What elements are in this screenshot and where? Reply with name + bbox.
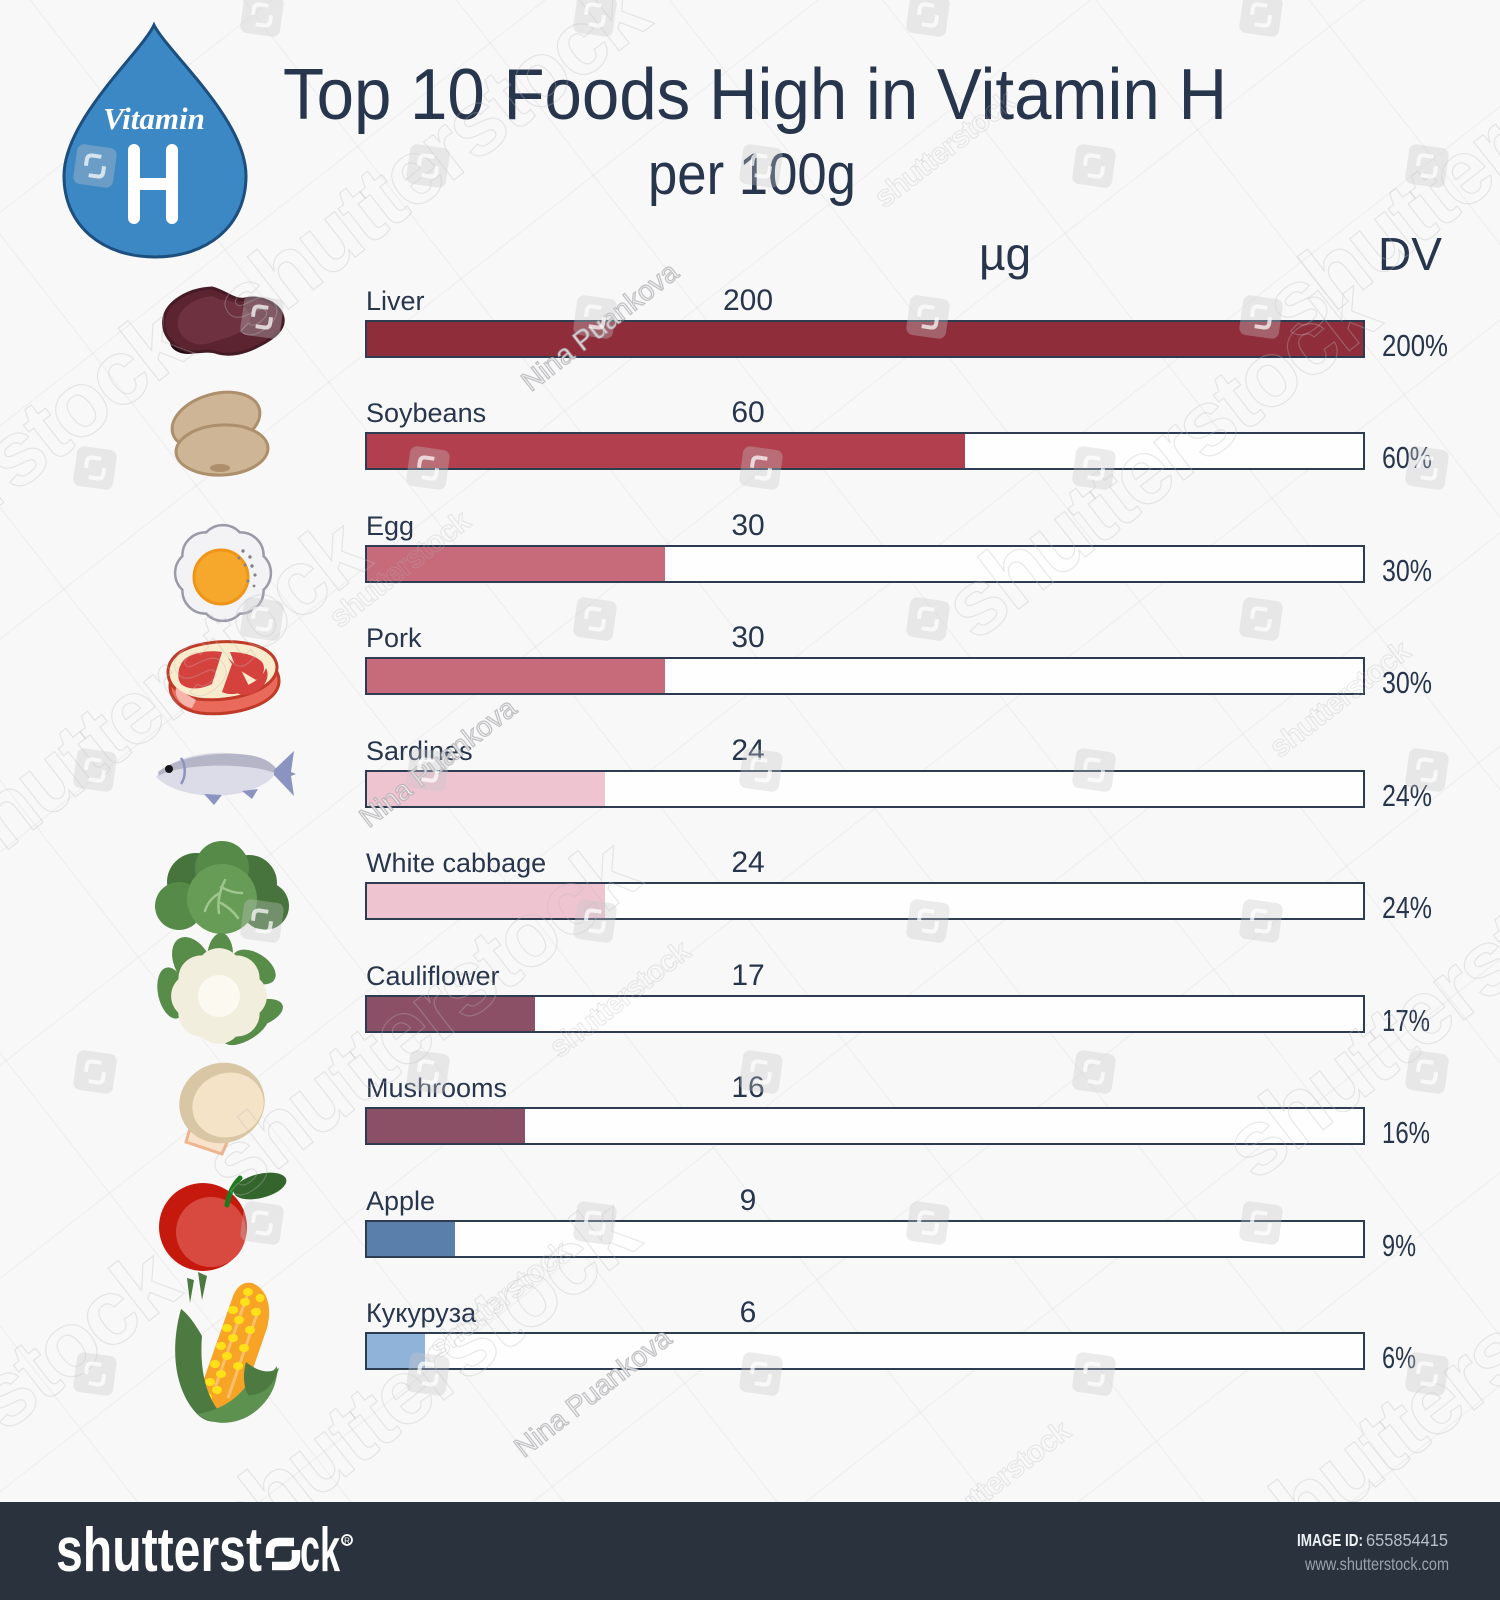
svg-text:6%: 6% xyxy=(1382,1340,1416,1375)
svg-text:9%: 9% xyxy=(1382,1228,1416,1263)
svg-text:shutterst: shutterst xyxy=(56,1516,262,1585)
svg-text:Liver: Liver xyxy=(366,286,425,316)
svg-text:24%: 24% xyxy=(1382,890,1432,925)
svg-text:IMAGE ID:: IMAGE ID: xyxy=(1297,1530,1363,1550)
svg-text:Apple: Apple xyxy=(366,1186,435,1216)
svg-text:ck: ck xyxy=(300,1516,340,1585)
svg-text:655854415: 655854415 xyxy=(1366,1530,1448,1550)
svg-text:Cauliflower: Cauliflower xyxy=(366,961,500,991)
svg-text:30: 30 xyxy=(731,509,764,542)
svg-text:17%: 17% xyxy=(1382,1003,1430,1038)
svg-text:24%: 24% xyxy=(1382,778,1432,813)
svg-text:DV: DV xyxy=(1378,228,1442,280)
svg-text:6: 6 xyxy=(740,1296,757,1329)
svg-text:9: 9 xyxy=(740,1184,757,1217)
svg-text:200: 200 xyxy=(723,284,773,317)
svg-text:R: R xyxy=(344,1537,350,1546)
svg-text:Vitamin: Vitamin xyxy=(103,101,205,136)
svg-text:60: 60 xyxy=(731,396,764,429)
svg-text:Top 10 Foods High in Vitamin H: Top 10 Foods High in Vitamin H xyxy=(283,55,1227,135)
svg-text:White cabbage: White cabbage xyxy=(366,848,546,878)
svg-text:Pork: Pork xyxy=(366,623,422,653)
svg-text:per 100g: per 100g xyxy=(648,142,856,207)
svg-text:Soybeans: Soybeans xyxy=(366,398,486,428)
svg-text:200%: 200% xyxy=(1382,328,1448,363)
svg-text:30%: 30% xyxy=(1382,553,1432,588)
svg-text:www.shutterstock.com: www.shutterstock.com xyxy=(1304,1554,1449,1574)
svg-text:16: 16 xyxy=(731,1071,764,1104)
svg-text:Egg: Egg xyxy=(366,511,414,541)
svg-text:30%: 30% xyxy=(1382,665,1432,700)
svg-text:17: 17 xyxy=(731,959,764,992)
svg-text:24: 24 xyxy=(731,846,764,879)
svg-text:16%: 16% xyxy=(1382,1115,1430,1150)
svg-text:Кукуруза: Кукуруза xyxy=(366,1298,477,1328)
svg-text:µg: µg xyxy=(979,228,1031,280)
svg-text:30: 30 xyxy=(731,621,764,654)
